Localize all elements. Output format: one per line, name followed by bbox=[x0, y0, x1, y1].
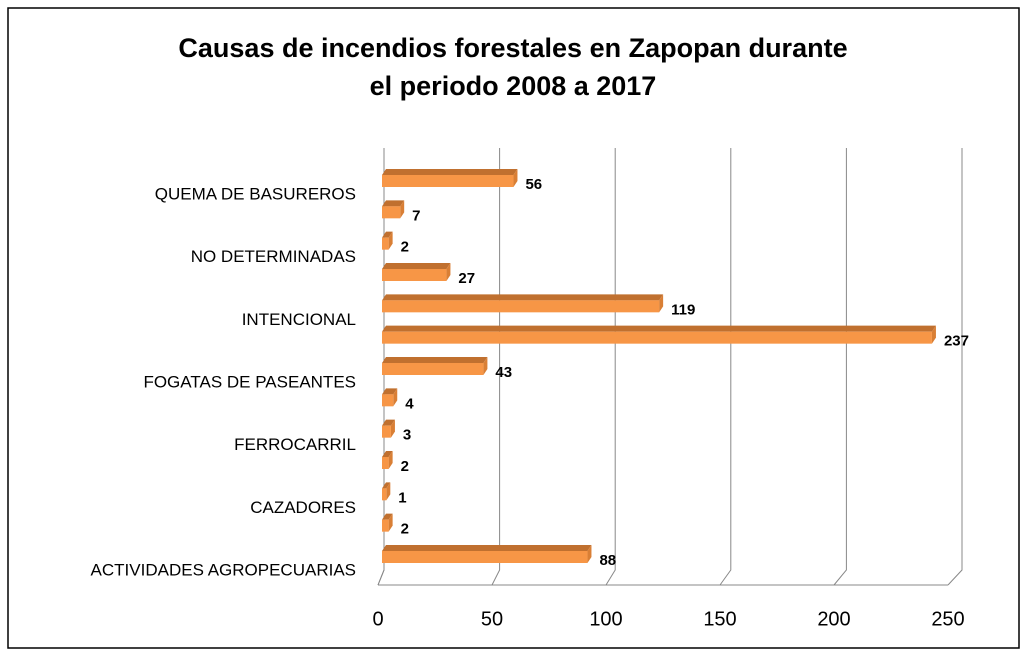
bar bbox=[382, 545, 592, 563]
data-label: 43 bbox=[495, 364, 512, 381]
data-label: 237 bbox=[944, 333, 969, 350]
bar bbox=[382, 388, 398, 407]
bar bbox=[382, 294, 664, 313]
chart-title: el periodo 2008 a 2017 bbox=[370, 71, 657, 101]
data-label: 2 bbox=[401, 458, 409, 475]
data-label: 2 bbox=[401, 239, 409, 256]
data-label: 119 bbox=[671, 301, 695, 318]
grid-line bbox=[947, 148, 963, 586]
bar bbox=[382, 325, 936, 344]
y-tick-label: QUEMA DE BASUREROS bbox=[155, 184, 356, 203]
data-label: 7 bbox=[412, 207, 420, 224]
grid-line bbox=[605, 148, 616, 586]
data-label: 88 bbox=[599, 552, 616, 569]
y-tick-label: ACTIVIDADES AGROPECUARIAS bbox=[91, 560, 356, 579]
chart-title: Causas de incendios forestales en Zapopa… bbox=[178, 33, 847, 63]
bar bbox=[382, 357, 488, 375]
x-tick-label: 50 bbox=[481, 608, 503, 630]
data-label: 3 bbox=[403, 427, 411, 444]
x-tick-label: 0 bbox=[372, 608, 383, 630]
bar bbox=[382, 419, 395, 438]
y-tick-label: NO DETERMINADAS bbox=[191, 247, 356, 266]
x-tick-label: 100 bbox=[589, 608, 622, 630]
x-tick-label: 150 bbox=[703, 608, 736, 630]
bar bbox=[382, 263, 451, 281]
x-tick-label: 250 bbox=[931, 608, 964, 630]
y-tick-label: FOGATAS DE PASEANTES bbox=[143, 372, 356, 391]
data-label: 2 bbox=[401, 521, 409, 538]
bar bbox=[382, 200, 405, 219]
bar bbox=[382, 231, 393, 250]
y-tick-label: INTENCIONAL bbox=[242, 310, 356, 329]
data-label: 1 bbox=[398, 489, 406, 506]
data-label: 4 bbox=[405, 395, 414, 412]
bar bbox=[382, 482, 391, 501]
grid-line bbox=[491, 148, 501, 586]
data-label: 27 bbox=[458, 270, 475, 287]
y-tick-label: FERROCARRIL bbox=[234, 435, 356, 454]
bar bbox=[382, 513, 393, 532]
bar bbox=[382, 451, 393, 469]
grid-line bbox=[719, 148, 732, 586]
x-tick-label: 200 bbox=[817, 608, 850, 630]
data-label: 56 bbox=[525, 176, 542, 193]
y-tick-label: CAZADORES bbox=[250, 498, 356, 517]
bar bbox=[382, 169, 518, 187]
grid-line bbox=[377, 148, 385, 586]
grid-line bbox=[833, 148, 847, 586]
